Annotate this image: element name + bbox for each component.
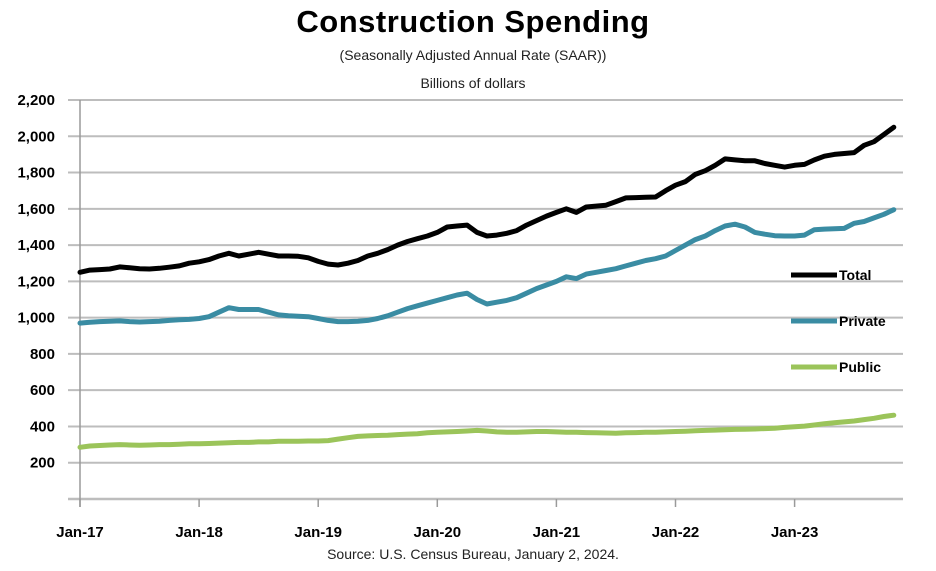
y-tick-label: 200 [30,455,55,472]
y-units-label: Billions of dollars [420,75,526,91]
y-tick-label: 400 [30,418,55,435]
series-line-total [77,124,897,275]
y-tick-label: 1,800 [17,165,55,182]
x-tick-label: Jan-19 [294,524,342,541]
y-tick-label: 1,600 [17,201,55,218]
y-tick-label: 1,200 [17,273,55,290]
y-tick-label: 1,400 [17,237,55,254]
y-tick-label: 1,000 [17,310,55,327]
x-tick-label: Jan-20 [414,524,462,541]
source-note: Source: U.S. Census Bureau, January 2, 2… [327,546,619,562]
y-tick-label: 600 [30,382,55,399]
x-tick-label: Jan-22 [652,524,700,541]
legend-label-public: Public [839,359,881,375]
y-tick-label: 2,000 [17,128,55,145]
chart-title: Construction Spending [296,4,650,39]
x-tick-label: Jan-21 [533,524,581,541]
chart-subtitle: (Seasonally Adjusted Annual Rate (SAAR)) [339,47,607,63]
x-tick-label: Jan-23 [771,524,819,541]
series-line-private [77,207,897,326]
legend-label-total: Total [839,267,871,283]
y-tick-label: 2,200 [17,92,55,109]
legend-label-private: Private [839,313,886,329]
x-tick-label: Jan-18 [175,524,223,541]
x-tick-label: Jan-17 [56,524,104,541]
series-line-public [77,412,897,450]
y-tick-label: 800 [30,346,55,363]
